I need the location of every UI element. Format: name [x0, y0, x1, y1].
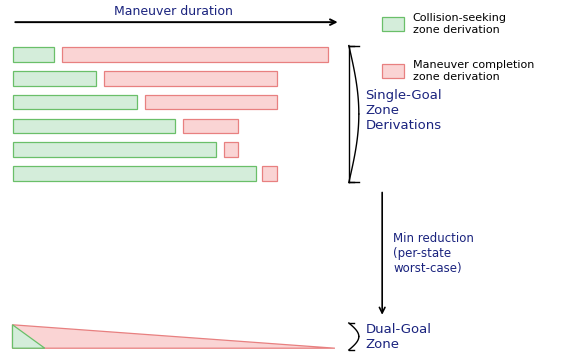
Bar: [263, 166, 277, 181]
Bar: [183, 119, 238, 133]
Text: Maneuver completion
zone derivation: Maneuver completion zone derivation: [413, 60, 534, 82]
Bar: [145, 95, 277, 109]
Text: Min reduction
(per-state
worst-case): Min reduction (per-state worst-case): [393, 232, 474, 275]
Bar: [224, 142, 238, 157]
Text: Maneuver duration: Maneuver duration: [114, 5, 233, 18]
Bar: [12, 71, 96, 86]
Text: Collision-seeking
zone derivation: Collision-seeking zone derivation: [413, 13, 507, 35]
Bar: [12, 119, 175, 133]
Polygon shape: [12, 325, 335, 348]
Bar: [12, 166, 256, 181]
Bar: [382, 64, 405, 78]
Bar: [382, 17, 405, 31]
Bar: [62, 47, 328, 62]
Bar: [104, 71, 277, 86]
Bar: [12, 142, 216, 157]
Polygon shape: [12, 325, 45, 348]
Bar: [12, 47, 54, 62]
Bar: [12, 95, 136, 109]
Text: Dual-Goal
Zone: Dual-Goal Zone: [366, 323, 431, 351]
Text: Single-Goal
Zone
Derivations: Single-Goal Zone Derivations: [366, 89, 442, 132]
